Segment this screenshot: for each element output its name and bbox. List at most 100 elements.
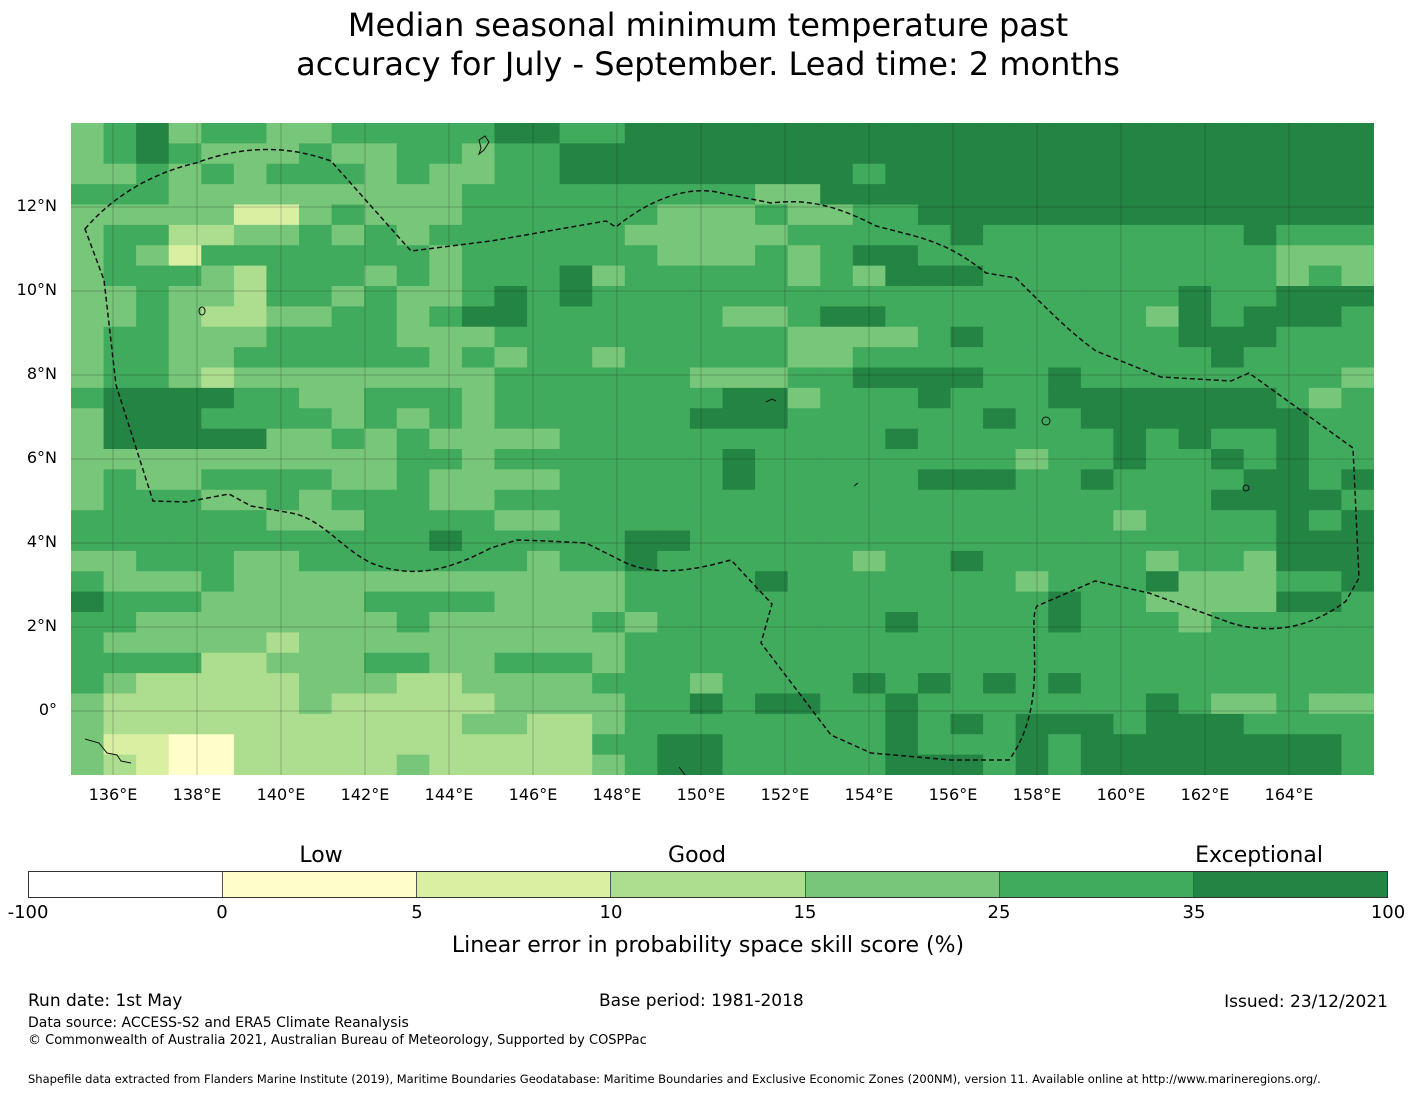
grid-cell [624, 143, 658, 165]
grid-cell [689, 673, 724, 695]
grid-cell [983, 408, 1017, 430]
grid-cell [885, 754, 919, 775]
grid-cell [233, 204, 268, 226]
grid-cell [168, 367, 202, 389]
grid-cell [917, 387, 952, 409]
grid-cell [71, 489, 105, 511]
grid-cell [852, 143, 886, 165]
grid-cell [168, 265, 202, 287]
grid-cell [624, 489, 658, 511]
grid-cell [1276, 693, 1310, 715]
grid-cell [592, 713, 626, 735]
grid-cell [364, 428, 398, 450]
grid-cell [689, 184, 724, 206]
grid-cell [364, 163, 398, 185]
grid-cell [917, 469, 952, 491]
grid-cell [592, 123, 626, 144]
grid-cell [1178, 652, 1212, 674]
grid-cell [1145, 693, 1180, 715]
grid-cell [71, 734, 105, 756]
grid-cell [331, 693, 365, 715]
grid-cell [527, 713, 561, 735]
grid-cell [331, 550, 365, 572]
grid-cell [787, 326, 821, 348]
grid-cell [396, 734, 430, 756]
grid-cell [201, 469, 235, 491]
grid-cell [1015, 286, 1049, 307]
grid-cell [1276, 347, 1310, 369]
grid-cell [396, 612, 430, 633]
grid-cell [1308, 306, 1343, 328]
grid-cell [299, 408, 333, 430]
grid-cell [755, 163, 789, 185]
grid-cell [1080, 326, 1115, 348]
grid-cell [1113, 306, 1147, 328]
grid-cell [233, 265, 268, 287]
grid-cell [201, 265, 235, 287]
grid-cell [1113, 591, 1147, 613]
lon-label: 146°E [508, 785, 558, 804]
grid-cell [722, 428, 756, 450]
grid-cell [1341, 204, 1374, 226]
grid-cell [1113, 612, 1147, 633]
grid-cell [1341, 163, 1374, 185]
grid-cell [1080, 550, 1115, 572]
grid-cell [755, 489, 789, 511]
grid-cell [1080, 673, 1115, 695]
grid-cell [722, 245, 756, 267]
grid-cell [429, 387, 463, 409]
grid-cell [299, 612, 333, 633]
grid-cell [494, 754, 528, 775]
grid-cell [1211, 163, 1245, 185]
grid-cell [657, 367, 691, 389]
grid-cell [755, 754, 789, 775]
grid-cell [429, 693, 463, 715]
grid-cell [71, 612, 105, 633]
grid-cell [885, 591, 919, 613]
grid-cell [787, 123, 821, 144]
grid-cell [299, 632, 333, 654]
grid-cell [592, 652, 626, 674]
grid-cell [852, 673, 886, 695]
grid-cell [1048, 713, 1082, 735]
grid-cell [592, 143, 626, 165]
grid-cell [755, 693, 789, 715]
grid-cell [331, 652, 365, 674]
grid-cell [983, 469, 1017, 491]
grid-cell [852, 612, 886, 633]
grid-cell [1276, 286, 1310, 307]
grid-cell [1015, 143, 1049, 165]
grid-cell [1080, 204, 1115, 226]
grid-cell [233, 123, 268, 144]
grid-cell [71, 224, 105, 246]
grid-cell [201, 163, 235, 185]
grid-cell [331, 469, 365, 491]
grid-cell [689, 754, 724, 775]
grid-cell [1145, 469, 1180, 491]
grid-cell [1048, 550, 1082, 572]
grid-cell [1276, 306, 1310, 328]
grid-cell [1080, 734, 1115, 756]
lat-label: 2°N [26, 616, 57, 635]
grid-cell [461, 530, 496, 552]
grid-cell [852, 754, 886, 775]
grid-cell [103, 387, 137, 409]
grid-cell [71, 449, 105, 470]
grid-cell [722, 163, 756, 185]
grid-cell [299, 591, 333, 613]
grid-cell [722, 510, 756, 532]
grid-cell [1145, 754, 1180, 775]
grid-cell [1308, 265, 1343, 287]
grid-cell [820, 326, 854, 348]
grid-cell [364, 265, 398, 287]
grid-cell [787, 510, 821, 532]
grid-cell [1113, 571, 1147, 593]
grid-cell [299, 286, 333, 307]
lat-label: 8°N [26, 364, 57, 383]
grid-cell [396, 489, 430, 511]
grid-cell [852, 408, 886, 430]
grid-cell [592, 224, 626, 246]
grid-cell [787, 286, 821, 307]
grid-cell [559, 550, 593, 572]
grid-cell [201, 326, 235, 348]
